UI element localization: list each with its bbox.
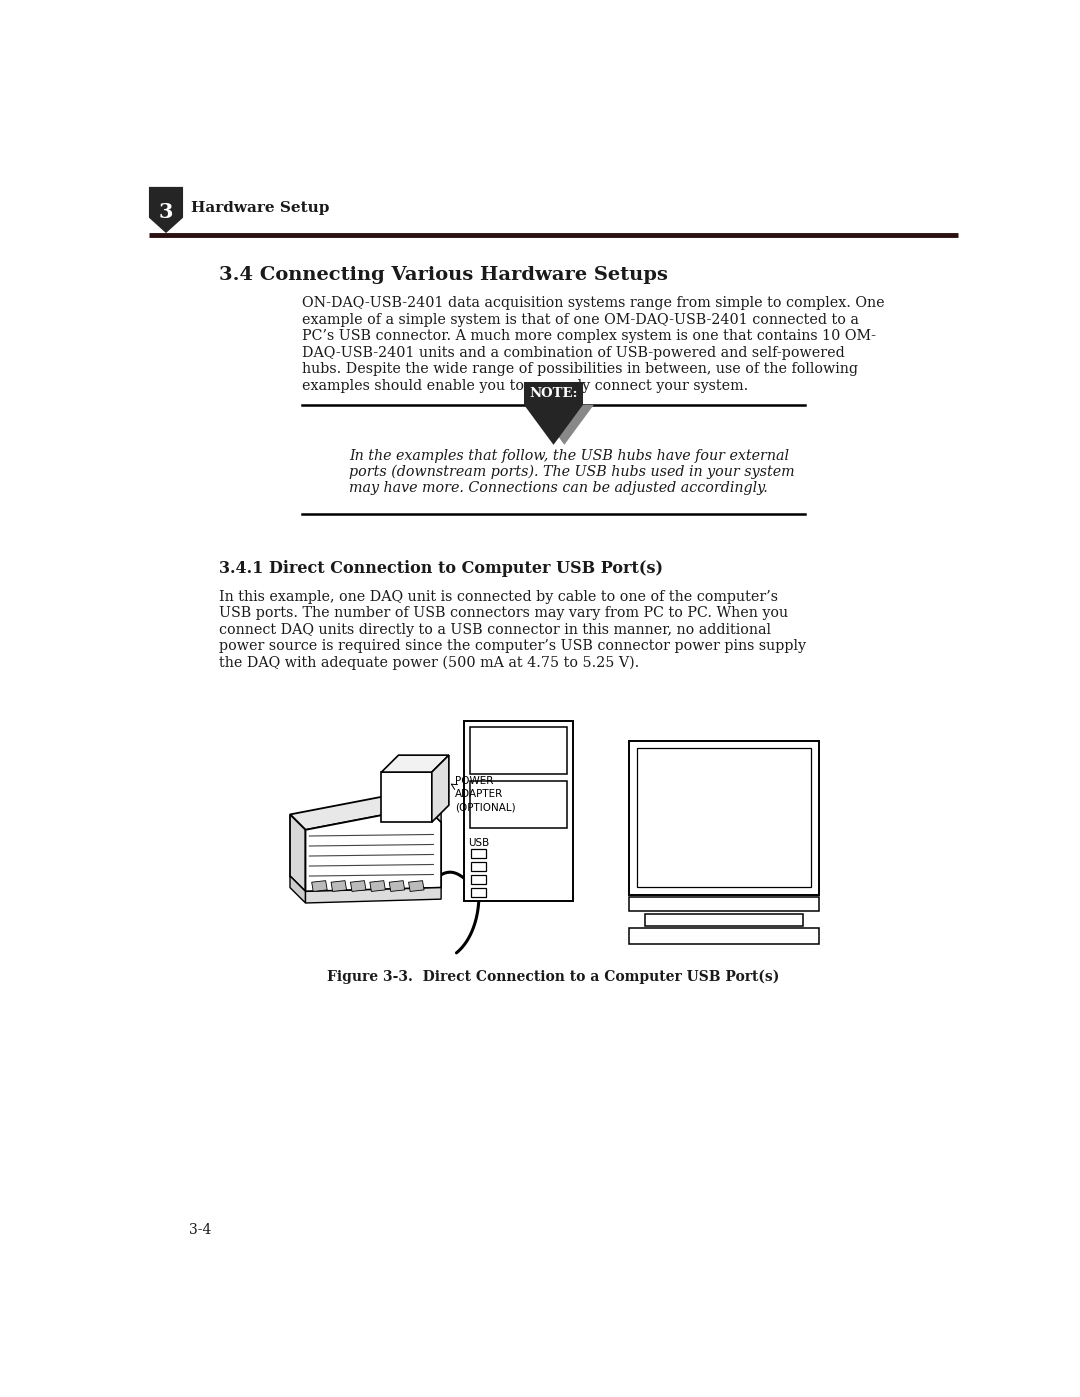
- Text: ON-DAQ-USB-2401 data acquisition systems range from simple to complex. One: ON-DAQ-USB-2401 data acquisition systems…: [301, 296, 885, 310]
- Text: USB: USB: [469, 838, 489, 848]
- Text: may have more. Connections can be adjusted accordingly.: may have more. Connections can be adjust…: [349, 481, 768, 495]
- Bar: [471, 862, 486, 870]
- Polygon shape: [312, 880, 327, 891]
- Polygon shape: [350, 880, 366, 891]
- Bar: [630, 897, 819, 911]
- Polygon shape: [408, 880, 424, 891]
- Bar: [471, 876, 486, 884]
- Text: ports (downstream ports). The USB hubs used in your system: ports (downstream ports). The USB hubs u…: [349, 465, 795, 479]
- Bar: [630, 740, 819, 894]
- Bar: [381, 773, 432, 823]
- Polygon shape: [369, 880, 386, 891]
- Bar: [637, 749, 811, 887]
- Text: In the examples that follow, the USB hubs have four external: In the examples that follow, the USB hub…: [349, 448, 788, 462]
- Polygon shape: [381, 756, 449, 773]
- Bar: [630, 929, 819, 944]
- Polygon shape: [332, 880, 347, 891]
- Text: Hardware Setup: Hardware Setup: [191, 201, 329, 215]
- Text: 3.4 Connecting Various Hardware Setups: 3.4 Connecting Various Hardware Setups: [218, 267, 667, 284]
- Bar: [464, 721, 572, 901]
- Bar: [471, 849, 486, 858]
- Text: example of a simple system is that of one OM-DAQ-USB-2401 connected to a: example of a simple system is that of on…: [301, 313, 859, 327]
- Text: power source is required since the computer’s USB connector power pins supply: power source is required since the compu…: [218, 640, 806, 654]
- Polygon shape: [291, 814, 306, 891]
- Bar: [470, 726, 567, 774]
- Bar: [645, 914, 804, 926]
- Polygon shape: [291, 876, 306, 902]
- Polygon shape: [149, 187, 183, 233]
- Text: 3-4: 3-4: [189, 1222, 212, 1236]
- FancyBboxPatch shape: [524, 381, 583, 405]
- Text: USB ports. The number of USB connectors may vary from PC to PC. When you: USB ports. The number of USB connectors …: [218, 606, 787, 620]
- Text: DAQ-USB-2401 units and a combination of USB-powered and self-powered: DAQ-USB-2401 units and a combination of …: [301, 346, 845, 360]
- Text: POWER
ADAPTER
(OPTIONAL): POWER ADAPTER (OPTIONAL): [455, 775, 516, 812]
- Polygon shape: [389, 880, 405, 891]
- Text: 3: 3: [159, 201, 173, 222]
- Text: NOTE:: NOTE:: [529, 387, 578, 400]
- Polygon shape: [535, 405, 594, 444]
- Text: connect DAQ units directly to a USB connector in this manner, no additional: connect DAQ units directly to a USB conn…: [218, 623, 771, 637]
- Text: 3.4.1 Direct Connection to Computer USB Port(s): 3.4.1 Direct Connection to Computer USB …: [218, 560, 663, 577]
- Text: PC’s USB connector. A much more complex system is one that contains 10 OM-: PC’s USB connector. A much more complex …: [301, 330, 876, 344]
- Bar: [471, 888, 486, 897]
- Polygon shape: [306, 806, 441, 891]
- Text: Figure 3-3.  Direct Connection to a Computer USB Port(s): Figure 3-3. Direct Connection to a Compu…: [327, 970, 780, 985]
- Polygon shape: [291, 791, 426, 830]
- Polygon shape: [426, 791, 441, 823]
- Polygon shape: [524, 405, 583, 444]
- Text: In this example, one DAQ unit is connected by cable to one of the computer’s: In this example, one DAQ unit is connect…: [218, 590, 778, 604]
- Polygon shape: [432, 756, 449, 823]
- Text: examples should enable you to properly connect your system.: examples should enable you to properly c…: [301, 379, 747, 393]
- Text: the DAQ with adequate power (500 mA at 4.75 to 5.25 V).: the DAQ with adequate power (500 mA at 4…: [218, 655, 639, 671]
- Text: hubs. Despite the wide range of possibilities in between, use of the following: hubs. Despite the wide range of possibil…: [301, 362, 858, 376]
- Polygon shape: [306, 887, 441, 902]
- Bar: [470, 781, 567, 828]
